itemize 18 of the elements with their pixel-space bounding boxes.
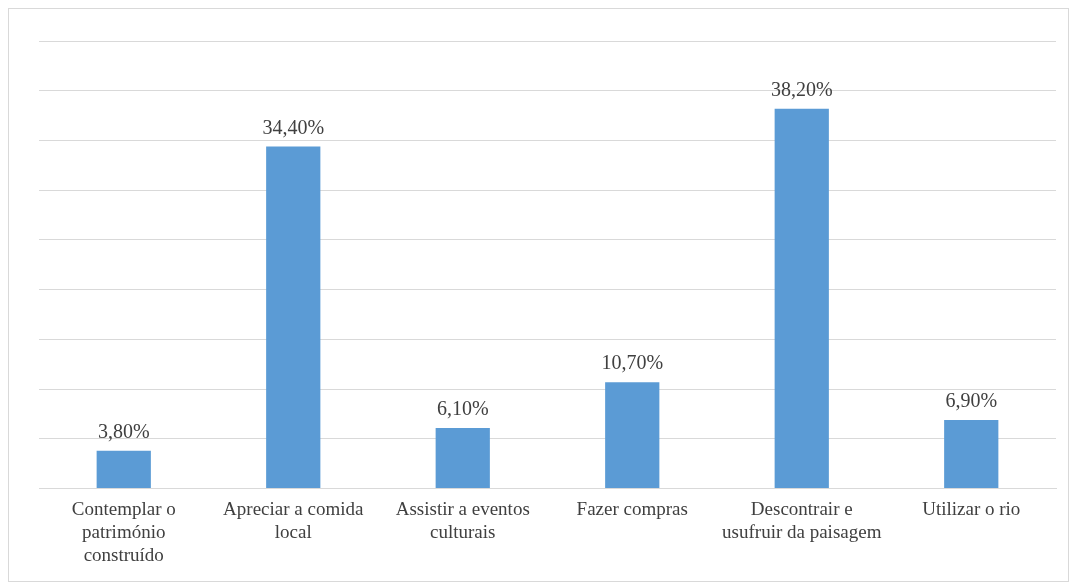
bar <box>944 419 999 489</box>
x-tick-label: Assistir a eventos culturais <box>395 497 530 542</box>
data-label: 34,40% <box>262 115 325 138</box>
data-label: 6,10% <box>436 397 489 420</box>
bar <box>266 146 321 489</box>
x-tick-label: Utilizar o rio <box>922 497 1021 519</box>
bar <box>435 427 490 489</box>
bar <box>774 108 829 489</box>
bar <box>605 382 660 489</box>
x-tick-label: Contemplar o património construído <box>71 497 176 565</box>
bar <box>96 450 151 489</box>
x-tick-label: Descontrair e usufruir da paisagem <box>722 497 882 542</box>
data-label: 6,90% <box>945 389 998 412</box>
data-label: 3,80% <box>97 420 150 443</box>
data-label: 38,20% <box>770 77 833 100</box>
x-tick-label: Fazer compras <box>576 497 688 519</box>
x-tick-label: Apreciar a comida local <box>223 497 364 542</box>
data-label: 10,70% <box>601 351 664 374</box>
